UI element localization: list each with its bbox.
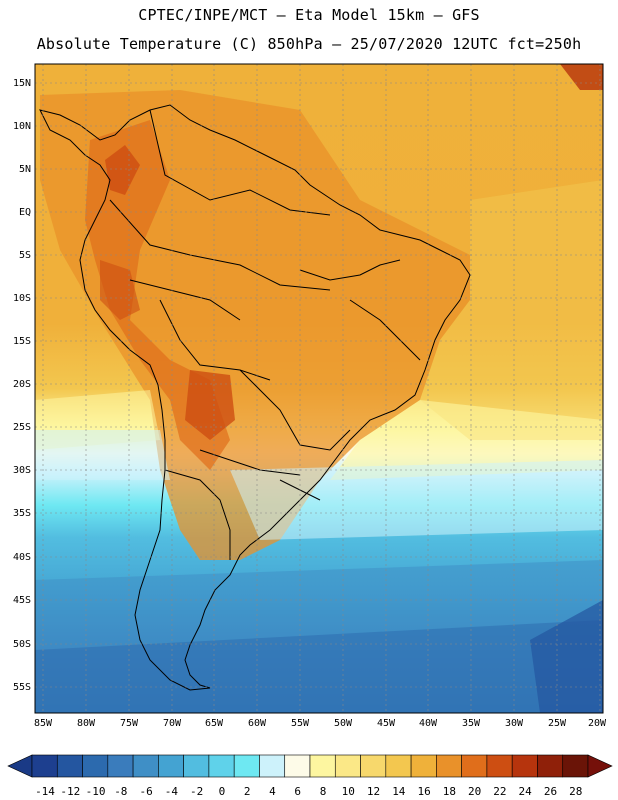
- colorbar-label: 2: [244, 785, 251, 798]
- colorbar-label: -2: [190, 785, 203, 798]
- lon-label: 50W: [334, 718, 353, 729]
- map-frame: [34, 63, 604, 714]
- lat-label: 35S: [13, 508, 31, 519]
- colorbar-label: 10: [342, 785, 355, 798]
- lat-label: 30S: [13, 465, 31, 476]
- lon-label: 55W: [291, 718, 310, 729]
- lat-label: 10N: [13, 121, 31, 132]
- lat-label: 5N: [19, 164, 31, 175]
- map-grid: [35, 64, 603, 713]
- temperature-field: [35, 64, 603, 713]
- lon-label: 25W: [548, 718, 567, 729]
- lat-label: 5S: [19, 250, 31, 261]
- colorbar-label: -12: [60, 785, 80, 798]
- colorbar-label: 26: [544, 785, 557, 798]
- colorbar-swatch: [284, 754, 311, 778]
- colorbar-swatch: [132, 754, 159, 778]
- chart-title-line-2: Absolute Temperature (C) 850hPa – 25/07/…: [36, 35, 582, 53]
- colorbar-swatch: [537, 754, 564, 778]
- lon-label: 85W: [34, 718, 53, 729]
- lon-label: 20W: [588, 718, 607, 729]
- colorbar-swatch: [360, 754, 387, 778]
- lat-label: 20S: [13, 379, 31, 390]
- chart-title-line-1: CPTEC/INPE/MCT – Eta Model 15km – GFS: [138, 6, 480, 24]
- lat-label: 50S: [13, 639, 31, 650]
- lat-label: 55S: [13, 682, 31, 693]
- colorbar-label: 28: [569, 785, 582, 798]
- colorbar-label: 16: [417, 785, 430, 798]
- colorbar-swatch: [208, 754, 235, 778]
- colorbar-label: -4: [165, 785, 179, 798]
- colorbar-label: 8: [320, 785, 327, 798]
- lon-labels: 85W 80W 75W 70W 65W 60W 55W 50W 45W 40W …: [34, 718, 607, 729]
- colorbar-swatch: [56, 754, 83, 778]
- colorbar-swatch: [158, 754, 184, 778]
- colorbar-label: 20: [468, 785, 481, 798]
- lon-label: 80W: [77, 718, 96, 729]
- colorbar-swatch: [82, 754, 109, 778]
- colorbar-swatch: [436, 754, 462, 778]
- lat-label: 40S: [13, 552, 31, 563]
- colorbar-label: -6: [139, 785, 152, 798]
- colorbar-label: 12: [367, 785, 380, 798]
- colorbar-label: 22: [493, 785, 506, 798]
- lon-label: 65W: [205, 718, 224, 729]
- lat-labels: 15N 10N 5N EQ 5S 10S 15S 20S 25S 30S 35S…: [13, 78, 31, 693]
- lon-label: 30W: [505, 718, 524, 729]
- lon-label: 35W: [462, 718, 481, 729]
- lon-label: 40W: [419, 718, 438, 729]
- lon-label: 60W: [248, 718, 267, 729]
- colorbar-swatch: [183, 754, 210, 778]
- colorbar-label: -14: [35, 785, 55, 798]
- lat-label: 15N: [13, 78, 31, 89]
- lat-label: 15S: [13, 336, 31, 347]
- colorbar-label: 14: [392, 785, 406, 798]
- colorbar-swatch: [259, 754, 286, 778]
- colorbar-swatch: [107, 754, 134, 778]
- colorbar-swatch: [385, 754, 412, 778]
- colorbar-swatch: [562, 754, 589, 778]
- colorbar-swatch: [511, 754, 538, 778]
- colorbar-swatch: [309, 754, 336, 778]
- colorbar-under-triangle: [7, 754, 33, 778]
- colorbar-label: 0: [219, 785, 226, 798]
- colorbar-swatch: [486, 754, 513, 778]
- lat-label: 25S: [13, 422, 31, 433]
- colorbar-swatch: [31, 754, 58, 778]
- colorbar-label: 24: [519, 785, 533, 798]
- colorbar-swatch: [334, 754, 361, 778]
- colorbar-label: 6: [294, 785, 301, 798]
- lat-label: 45S: [13, 595, 31, 606]
- colorbar: -14 -12 -10 -8 -6 -4 -2 0 2 4 6 8 10 12 14 16 18 20 22 24 26…: [7, 754, 613, 798]
- lon-label: 75W: [120, 718, 139, 729]
- colorbar-swatch: [461, 754, 488, 778]
- lat-label: 10S: [13, 293, 31, 304]
- colorbar-label: -8: [114, 785, 127, 798]
- lat-label: EQ: [19, 207, 31, 218]
- colorbar-label: -10: [86, 785, 106, 798]
- colorbar-over-triangle: [587, 754, 613, 778]
- colorbar-label: 18: [443, 785, 456, 798]
- lon-label: 45W: [377, 718, 396, 729]
- colorbar-swatch: [233, 754, 260, 778]
- colorbar-swatch: [410, 754, 437, 778]
- lon-label: 70W: [163, 718, 182, 729]
- colorbar-label: 4: [269, 785, 276, 798]
